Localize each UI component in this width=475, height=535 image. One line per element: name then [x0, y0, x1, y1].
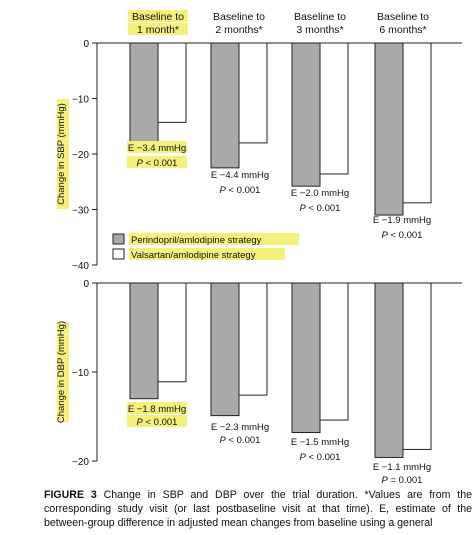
category-label: 6 months* — [379, 24, 426, 36]
annotation-estimate: E −1.8 mmHg — [128, 404, 186, 415]
annotation-p-value: P < 0.001 — [382, 230, 423, 241]
annotation-estimate: E −4.4 mmHg — [211, 170, 269, 181]
y-tick-label: −30 — [72, 206, 89, 217]
bar-valsartan — [238, 42, 268, 144]
bar-valsartan — [157, 42, 187, 123]
annotation-p-value: P < 0.001 — [300, 203, 341, 214]
annotation-p-value: P = 0.001 — [382, 475, 423, 486]
y-tick-label: 0 — [83, 39, 89, 50]
category-label: Baseline to — [294, 11, 346, 23]
y-tick-label: −20 — [72, 457, 89, 468]
category-label: 1 month* — [137, 24, 179, 36]
bar-valsartan — [319, 42, 349, 175]
figure-caption: FIGURE 3 Change in SBP and DBP over the … — [44, 488, 472, 530]
legend-label: Perindopril/amlodipine strategy — [131, 235, 262, 246]
category-label: 3 months* — [296, 24, 343, 36]
bar-perindopril — [129, 282, 159, 400]
highlight-marker — [57, 99, 69, 209]
category-label: Baseline to — [213, 11, 265, 23]
category-label: Baseline to — [132, 11, 184, 23]
bar-valsartan — [238, 282, 268, 396]
bar-perindopril — [129, 42, 159, 144]
bar-valsartan — [402, 42, 432, 204]
annotation-estimate: E −2.3 mmHg — [211, 422, 269, 433]
legend-swatch — [112, 233, 125, 245]
highlight-marker — [128, 23, 188, 35]
category-label: 2 months* — [215, 24, 262, 36]
y-tick-label: −10 — [72, 368, 89, 379]
annotation-p-value: P < 0.001 — [220, 435, 261, 446]
y-axis-label: Change in DBP (mmHg) — [56, 321, 67, 423]
y-tick-label: 0 — [83, 279, 89, 290]
legend-swatch — [112, 248, 125, 260]
bar-valsartan — [319, 282, 349, 421]
highlight-marker — [57, 322, 69, 422]
caption-text: Change in SBP and DBP over the trial dur… — [44, 489, 473, 529]
highlight-marker — [127, 415, 187, 427]
annotation-estimate: E −1.5 mmHg — [291, 437, 349, 448]
caption-label: FIGURE 3 — [44, 489, 97, 501]
annotation-estimate: E −1.9 mmHg — [373, 215, 431, 226]
highlight-marker — [127, 156, 187, 168]
annotation-estimate: E −2.0 mmHg — [291, 188, 349, 199]
bar-perindopril — [291, 42, 321, 187]
bar-perindopril — [210, 42, 240, 169]
highlight-marker — [129, 233, 299, 245]
annotation-p-value: P < 0.001 — [137, 417, 178, 428]
bar-valsartan — [402, 282, 432, 450]
bar-valsartan — [157, 282, 187, 383]
y-tick-label: −40 — [72, 261, 89, 272]
annotation-p-value: P < 0.001 — [137, 158, 178, 169]
highlight-marker — [129, 248, 285, 260]
bar-perindopril — [374, 282, 404, 458]
bar-perindopril — [210, 282, 240, 417]
y-tick-label: −10 — [72, 95, 89, 106]
highlight-marker — [128, 10, 188, 22]
category-label: Baseline to — [377, 11, 429, 23]
annotation-estimate: E −1.1 mmHg — [373, 462, 431, 473]
legend-label: Valsartan/amlodipine strategy — [131, 250, 256, 261]
y-tick-label: −20 — [72, 150, 89, 161]
annotation-estimate: E −3.4 mmHg — [128, 143, 186, 154]
annotation-p-value: P < 0.001 — [220, 185, 261, 196]
y-axis-label: Change in SBP (mmHg) — [56, 103, 67, 205]
highlight-marker — [127, 402, 187, 414]
chart-canvas: Baseline to1 month*Baseline to2 months*B… — [56, 10, 462, 486]
bar-perindopril — [374, 42, 404, 216]
bar-perindopril — [291, 282, 321, 434]
annotation-p-value: P < 0.001 — [300, 452, 341, 463]
highlight-marker — [127, 141, 187, 153]
